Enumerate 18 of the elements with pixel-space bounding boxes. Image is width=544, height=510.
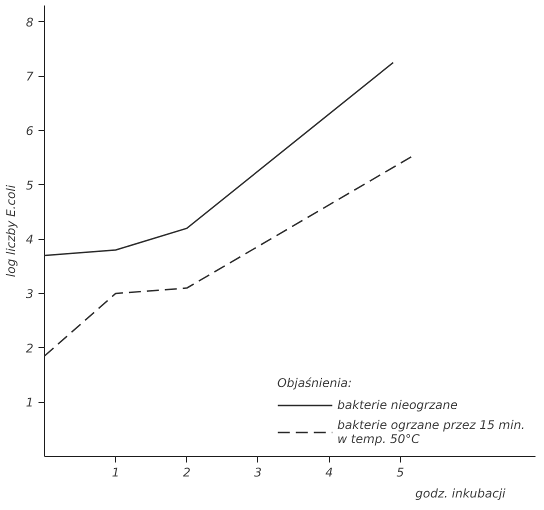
y-tick-label: 3 [26, 286, 34, 301]
x-tick-label: 4 [325, 466, 333, 480]
y-tick-label: 4 [26, 232, 34, 247]
legend-title: Objaśnienia: [277, 376, 353, 390]
y-tick-label: 1 [26, 396, 34, 410]
y-tick-label: 2 [26, 341, 34, 356]
x-tick-label: 5 [396, 466, 404, 480]
x-axis-title: godz. inkubacji [415, 486, 506, 500]
y-tick-label: 5 [26, 178, 34, 192]
y-tick-label: 8 [26, 15, 34, 30]
x-tick-label: 3 [254, 466, 262, 480]
y-tick-label: 7 [26, 70, 34, 84]
x-tick-label: 1 [112, 466, 120, 480]
y-tick-label: 6 [26, 124, 34, 138]
x-tick-label: 2 [183, 466, 191, 480]
legend-label: bakterie nieogrzane [337, 398, 458, 412]
y-axis-title: log liczby E.coli [4, 184, 18, 278]
legend-label: bakterie ogrzane przez 15 min. w temp. 50°C [337, 418, 525, 446]
